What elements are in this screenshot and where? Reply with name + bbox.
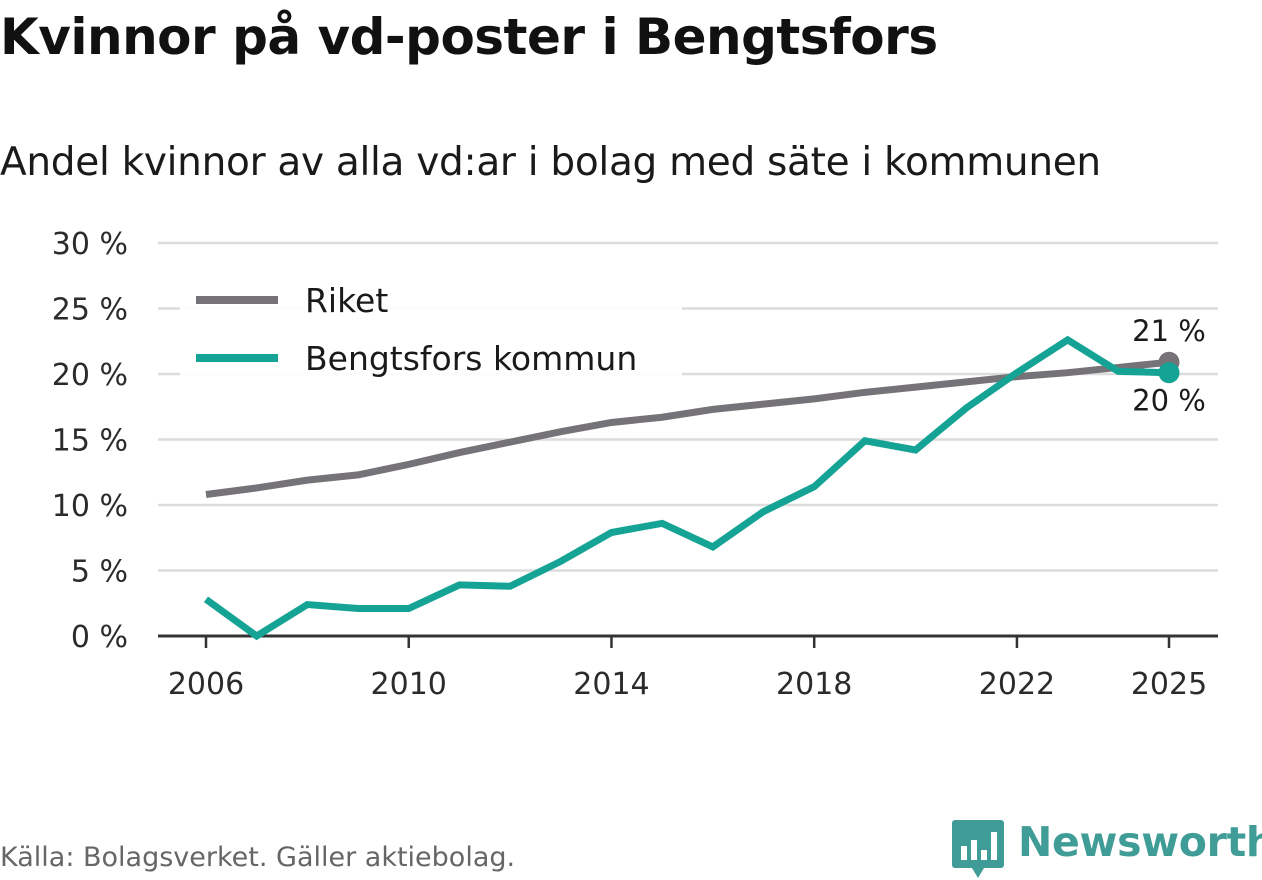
y-tick-label: 15 % <box>52 424 128 459</box>
y-tick-label: 5 % <box>71 555 128 590</box>
x-tick-label: 2025 <box>1131 667 1207 702</box>
y-tick-label: 0 % <box>71 620 128 655</box>
x-tick-label: 2022 <box>979 667 1055 702</box>
end-point <box>1159 362 1180 383</box>
legend: Riket Bengtsfors kommun <box>180 270 682 386</box>
y-tick-label: 10 % <box>52 489 128 524</box>
x-axis: 2006 2010 2014 2018 2022 2025 <box>158 636 1218 702</box>
end-label: 21 % <box>1132 314 1206 348</box>
y-tick-label: 20 % <box>52 358 128 393</box>
legend-label: Bengtsfors kommun <box>305 339 637 378</box>
x-tick-label: 2010 <box>371 667 447 702</box>
y-axis-ticks: 0 % 5 % 10 % 15 % 20 % 25 % 30 % <box>52 227 128 655</box>
y-tick-label: 25 % <box>52 293 128 328</box>
brand: Newsworthy <box>948 816 1262 880</box>
x-tick-label: 2018 <box>776 667 852 702</box>
legend-label: Riket <box>305 281 388 320</box>
source-note: Källa: Bolagsverket. Gäller aktiebolag. <box>0 842 515 873</box>
newsworthy-logo-icon <box>952 820 1004 880</box>
x-tick-label: 2014 <box>573 667 649 702</box>
brand-name: Newsworthy <box>1018 818 1262 866</box>
x-tick-label: 2006 <box>168 667 244 702</box>
end-label: 20 % <box>1132 384 1206 418</box>
y-tick-label: 30 % <box>52 227 128 262</box>
